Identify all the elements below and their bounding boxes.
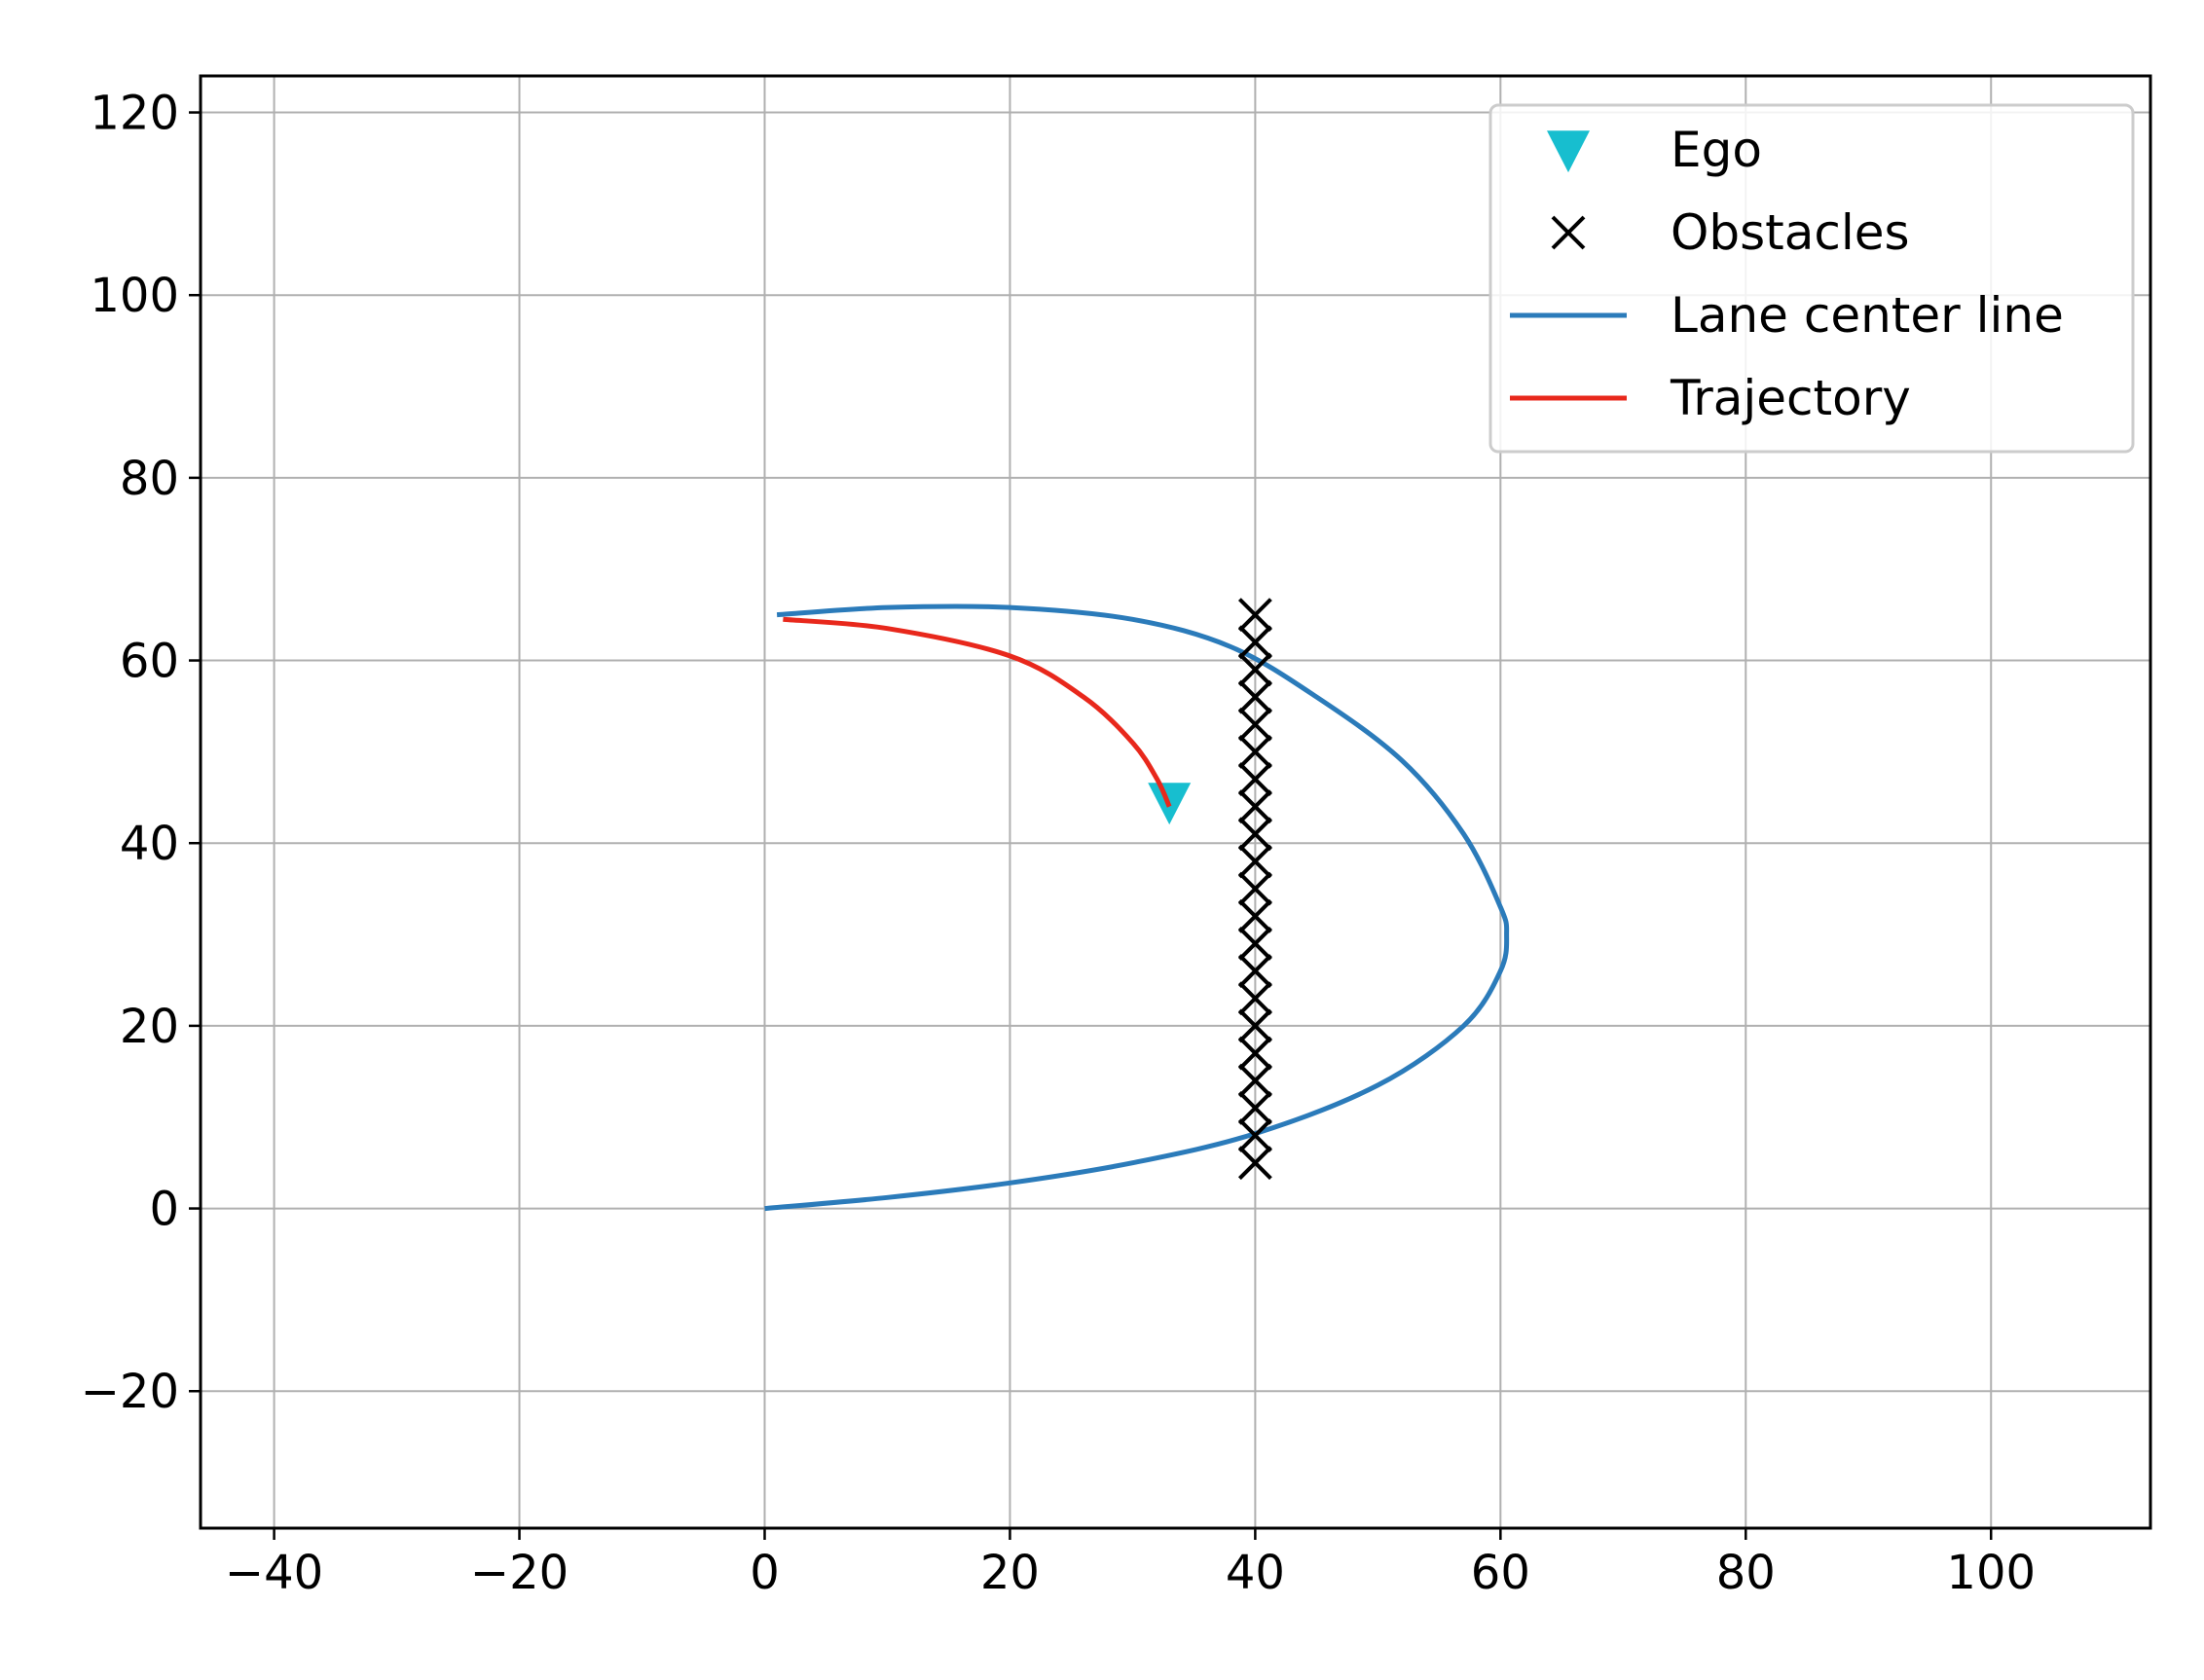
x-stroke: [1237, 679, 1272, 714]
obstacle-point: [1237, 954, 1272, 989]
obstacle-point: [1237, 652, 1272, 687]
x-stroke: [1237, 734, 1272, 769]
obstacle-point: [1237, 981, 1272, 1016]
obstacle-point: [1237, 1063, 1272, 1098]
x-stroke: [1237, 652, 1272, 687]
y-tick-label: 40: [120, 817, 179, 871]
y-tick-label: −20: [81, 1365, 179, 1419]
legend-label-trajectory: Trajectory: [1670, 370, 1911, 426]
x-stroke: [1237, 707, 1272, 742]
x-stroke: [1237, 762, 1272, 796]
x-stroke: [1237, 954, 1272, 989]
x-tick-label: 100: [1946, 1546, 2036, 1600]
x-stroke: [1237, 625, 1272, 660]
x-tick-label: −20: [470, 1546, 569, 1600]
x-stroke: [1237, 1090, 1272, 1125]
y-tick-label: 0: [149, 1183, 179, 1237]
plot-area: [764, 598, 1510, 1212]
obstacle-point: [1237, 734, 1272, 769]
x-stroke: [1237, 817, 1272, 852]
obstacle-point: [1237, 817, 1272, 852]
trajectory-line: [783, 616, 1172, 808]
legend-box: [1488, 103, 2135, 454]
x-stroke: [1237, 1063, 1272, 1098]
obstacle-point: [1237, 1090, 1272, 1125]
obstacle-point: [1237, 789, 1272, 824]
lane-center-line: [764, 603, 1510, 1212]
obstacles-series: [1237, 598, 1272, 1181]
x-stroke: [1237, 927, 1272, 961]
y-tick-label: 100: [90, 269, 179, 323]
obstacle-point: [1237, 871, 1272, 906]
legend-swatch-ego: [1547, 130, 1590, 173]
axes-frame: [199, 74, 2152, 1530]
y-tick-label: 120: [90, 87, 179, 141]
legend-swatch-obstacles: [1551, 215, 1586, 250]
ticks: −40 −20 0 20 40 60 80 100 −20 0 20 40 60 80 100 120: [81, 87, 2036, 1600]
x-stroke: [1237, 898, 1272, 933]
x-tick-label: 80: [1716, 1546, 1776, 1600]
obstacle-point: [1237, 598, 1272, 633]
x-tick-label: 40: [1226, 1546, 1285, 1600]
x-stroke: [1237, 871, 1272, 906]
obstacle-point: [1237, 844, 1272, 879]
obstacle-point: [1237, 762, 1272, 796]
x-tick-label: 20: [980, 1546, 1040, 1600]
x-stroke: [1237, 981, 1272, 1016]
y-tick-label: 60: [120, 635, 179, 689]
x-stroke: [1237, 1146, 1272, 1181]
obstacle-point: [1237, 1118, 1272, 1152]
x-stroke: [1551, 215, 1586, 250]
x-stroke: [1237, 789, 1272, 824]
x-tick-label: 0: [750, 1546, 780, 1600]
obstacle-point: [1237, 707, 1272, 742]
obstacle-point: [1237, 679, 1272, 714]
y-tick-label: 80: [120, 452, 179, 506]
obstacle-point: [1237, 927, 1272, 961]
obstacle-point: [1237, 1036, 1272, 1071]
legend-label-lane-center-line: Lane center line: [1671, 287, 2064, 344]
x-stroke: [1237, 1118, 1272, 1152]
x-stroke: [1237, 1008, 1272, 1043]
y-tick-label: 20: [120, 1000, 179, 1054]
obstacle-point: [1237, 898, 1272, 933]
legend-label-obstacles: Obstacles: [1671, 204, 1910, 261]
x-stroke: [1237, 844, 1272, 879]
x-stroke: [1237, 598, 1272, 633]
obstacle-point: [1237, 1146, 1272, 1181]
obstacle-point: [1237, 625, 1272, 660]
legend: Ego Obstacles Lane center line Trajectory: [1488, 103, 2135, 454]
x-tick-label: 60: [1471, 1546, 1530, 1600]
legend-label-ego: Ego: [1671, 122, 1762, 178]
x-stroke: [1237, 1036, 1272, 1071]
x-tick-label: −40: [225, 1546, 323, 1600]
obstacle-point: [1237, 1008, 1272, 1043]
